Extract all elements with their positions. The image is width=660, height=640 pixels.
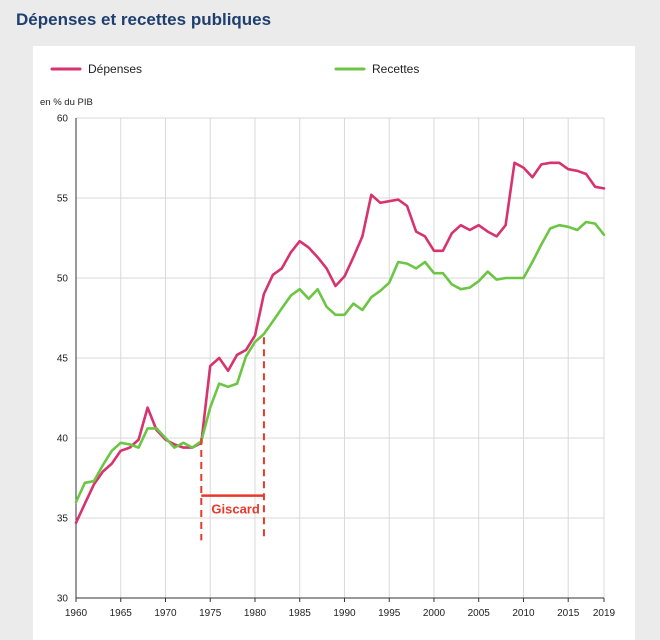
legend-label-dépenses: Dépenses (88, 62, 142, 76)
x-tick-label-2010: 2010 (512, 608, 535, 619)
annotation-label: Giscard (211, 502, 259, 517)
series-line-dépenses (74, 161, 606, 525)
y-axis-unit-label: en % du PIB (40, 97, 93, 108)
x-tick-label-1965: 1965 (110, 608, 133, 619)
x-tick-label-1990: 1990 (333, 608, 356, 619)
x-tick-label-2005: 2005 (468, 608, 491, 619)
y-tick-label-30: 30 (57, 594, 69, 605)
x-tick-label-1960: 1960 (65, 608, 88, 619)
page-title: Dépenses et recettes publiques (16, 10, 272, 29)
legend-label-recettes: Recettes (372, 62, 419, 76)
x-tick-label-2000: 2000 (423, 608, 446, 619)
x-tick-label-1995: 1995 (378, 608, 401, 619)
x-tick-label-1980: 1980 (244, 608, 267, 619)
chart-panel (33, 46, 635, 640)
x-tick-label-1985: 1985 (289, 608, 312, 619)
x-tick-label-1970: 1970 (154, 608, 177, 619)
y-tick-label-35: 35 (57, 514, 69, 525)
y-tick-label-55: 55 (57, 194, 69, 205)
y-tick-label-60: 60 (57, 114, 69, 125)
y-tick-label-45: 45 (57, 354, 69, 365)
x-tick-label-2019: 2019 (593, 608, 616, 619)
series-line-recettes (74, 220, 606, 504)
y-tick-label-50: 50 (57, 274, 69, 285)
y-tick-label-40: 40 (57, 434, 69, 445)
x-tick-label-2015: 2015 (557, 608, 580, 619)
x-tick-label-1975: 1975 (199, 608, 222, 619)
